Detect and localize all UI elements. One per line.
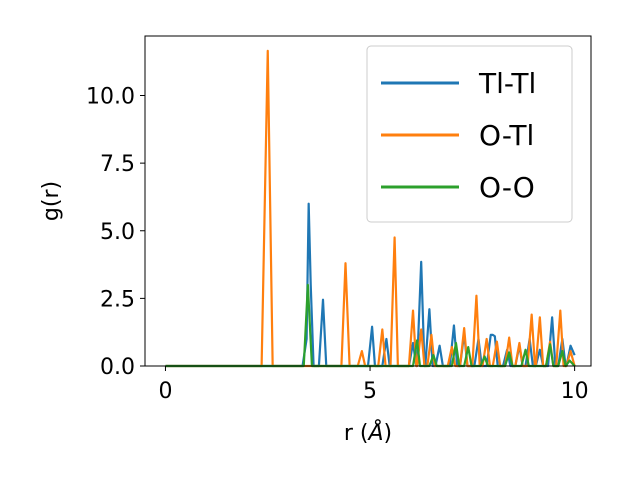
legend-box — [366, 45, 573, 223]
x-tick-label: 5 — [363, 379, 377, 404]
y-axis-label: g(r) — [39, 181, 64, 221]
x-tick-label: 0 — [158, 379, 172, 404]
y-tick-label: 2.5 — [100, 287, 135, 312]
x-tick-label: 10 — [561, 379, 589, 404]
y-tick-label: 10.0 — [86, 85, 135, 110]
legend-label-tl-tl: Tl-Tl — [478, 67, 536, 100]
legend-label-o-o: O-O — [479, 171, 535, 204]
y-tick-label: 5.0 — [100, 220, 135, 245]
x-axis: 0 5 10 — [158, 366, 589, 404]
x-axis-label: r (Å) — [344, 419, 392, 446]
legend-label-o-tl: O-Tl — [479, 119, 534, 152]
plot-area-frame — [144, 35, 592, 367]
y-tick-label: 0.0 — [100, 355, 135, 380]
y-axis: 0.0 2.5 5.0 7.5 10.0 — [86, 85, 145, 380]
y-tick-label: 7.5 — [100, 152, 135, 177]
legend: Tl-Tl O-Tl O-O — [366, 45, 573, 223]
series-line-tl-tl — [165, 202, 576, 368]
